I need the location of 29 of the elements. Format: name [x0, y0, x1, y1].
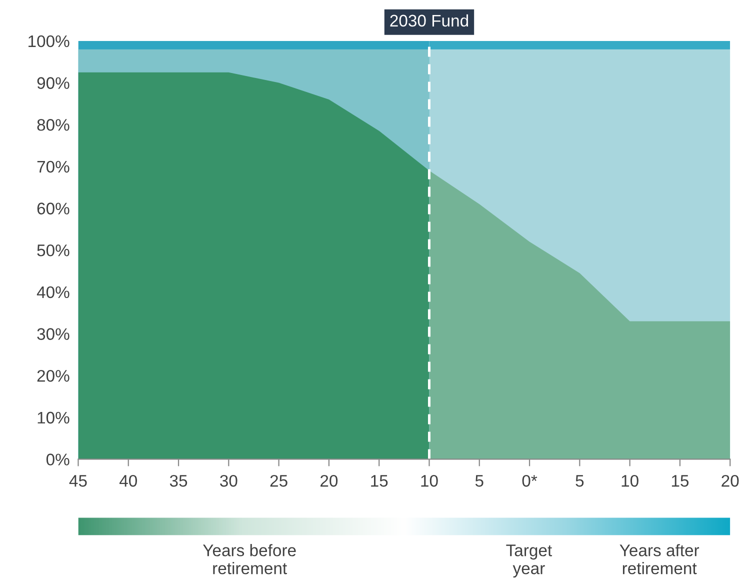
x-tick-label: 30	[220, 474, 238, 487]
x-tick-label: 15	[672, 475, 689, 487]
x-tick-label: 45	[69, 475, 87, 487]
ref-line-label: 2030 Fund	[390, 14, 468, 27]
x-tick-label: 0*	[522, 474, 538, 487]
x-tick-label: 25	[270, 474, 288, 487]
text: Years after retirement	[620, 544, 700, 574]
y-tick-label: 60%	[37, 202, 70, 214]
text: Years before retirement	[202, 544, 296, 574]
x-tick-label: 5	[475, 475, 484, 487]
y-tick-label: 0%	[46, 454, 70, 466]
text: Target year	[506, 544, 552, 578]
y-tick-label: 20%	[37, 370, 70, 382]
y-tick-label: 70%	[37, 160, 70, 173]
x-tick-label: 10	[622, 474, 638, 487]
y-tick-label: 50%	[37, 244, 70, 256]
x-tick-label: 20	[722, 474, 739, 487]
x-tick-label: 40	[119, 474, 137, 487]
y-tick-label: 100%	[28, 35, 70, 48]
y-tick-label: 10%	[38, 412, 70, 424]
y-tick-label: 80%	[37, 119, 70, 131]
x-tick-label: 5	[576, 475, 584, 487]
y-tick-label: 90%	[37, 77, 70, 89]
x-tick-label: 35	[170, 474, 188, 487]
y-tick-label: 30%	[37, 328, 70, 340]
x-tick-label: 10	[421, 474, 438, 487]
x-tick-label: 15	[371, 475, 388, 487]
x-tick-label: 20	[320, 474, 338, 487]
y-tick-label: 40%	[36, 286, 70, 298]
